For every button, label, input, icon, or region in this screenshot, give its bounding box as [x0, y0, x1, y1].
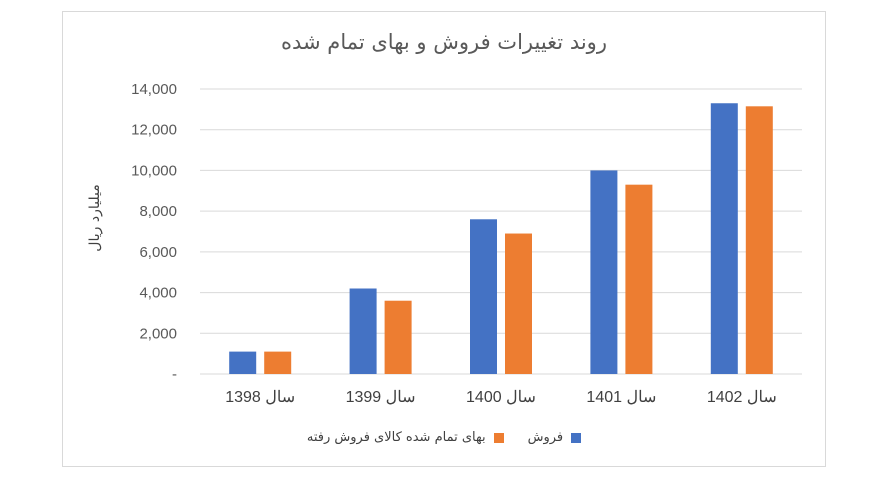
legend-label-cost: بهای تمام شده کالای فروش رفته [306, 430, 486, 445]
y-tick-label: 4,000 [139, 285, 177, 302]
x-tick-label: سال 1400 [466, 389, 536, 406]
legend-label-sales: فروش [527, 430, 564, 445]
y-tick-label: 14,000 [131, 81, 177, 98]
bar-cost [625, 184, 653, 374]
y-axis-label: میلیارد ریال [87, 184, 103, 251]
bar-sales [470, 219, 497, 374]
y-tick-label: 2,000 [139, 325, 177, 342]
x-tick-label: سال 1402 [707, 389, 777, 406]
bar-sales [710, 103, 738, 374]
bar-sales [590, 170, 618, 374]
legend-swatch-sales [571, 432, 582, 443]
x-tick-label: سال 1398 [225, 389, 295, 406]
legend: فروش بهای تمام شده کالای فروش رفته [62, 430, 826, 445]
x-tick-label: سال 1401 [586, 389, 656, 406]
bar-cost [505, 233, 532, 374]
bar-cost [264, 351, 292, 374]
legend-item-cost: بهای تمام شده کالای فروش رفته [307, 430, 504, 445]
bar-sales [349, 288, 377, 374]
chart-frame [62, 11, 826, 467]
bar-cost [745, 106, 773, 374]
y-tick-label: 6,000 [139, 244, 177, 261]
legend-swatch-cost [493, 432, 504, 443]
y-tick-label: 8,000 [139, 203, 177, 220]
y-tick-label: 12,000 [131, 122, 177, 139]
x-tick-label: سال 1399 [346, 389, 416, 406]
y-tick-label: - [172, 366, 177, 383]
legend-item-sales: فروش [528, 430, 582, 445]
chart-title: روند تغییرات فروش و بهای تمام شده [281, 30, 607, 54]
y-tick-label: 10,000 [131, 162, 177, 179]
bar-cost [384, 300, 412, 374]
bar-sales [229, 351, 257, 374]
